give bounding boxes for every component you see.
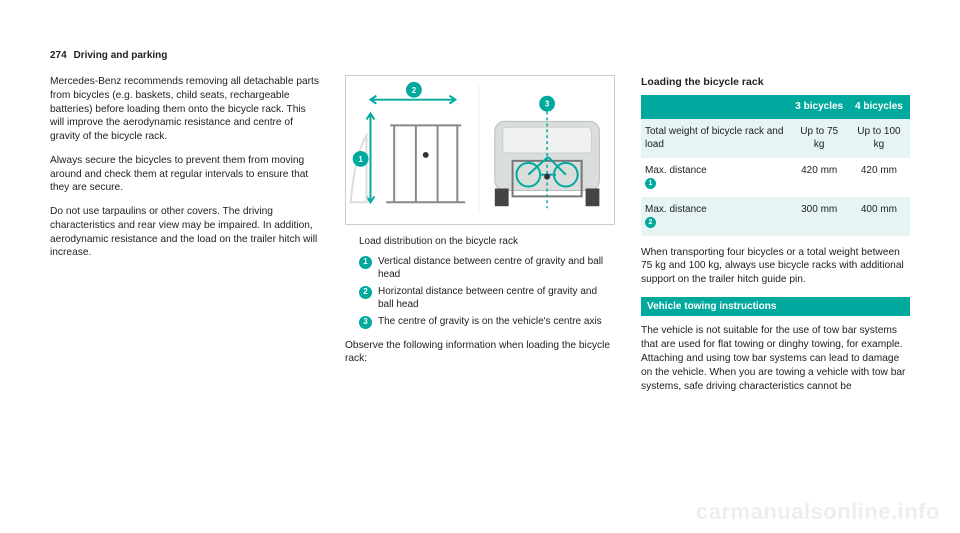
section-bar-towing: Vehicle towing instructions (641, 297, 910, 317)
page-number: 274 (50, 50, 67, 61)
table-row: Max. distance 2 300 mm 400 mm (641, 197, 910, 236)
para: When transporting four bicycles or a tot… (641, 246, 910, 287)
cell: Up to 75 kg (791, 119, 848, 158)
badge-1-icon: 1 (359, 256, 372, 269)
legend-item: 2 Horizontal distance between centre of … (359, 285, 615, 311)
table-row: Max. distance 1 420 mm 420 mm (641, 158, 910, 197)
svg-text:1: 1 (358, 155, 363, 164)
cell: 400 mm (848, 197, 910, 236)
badge-2-icon: 2 (359, 286, 372, 299)
cell-label: Total weight of bicycle rack and load (641, 119, 791, 158)
page-header: 274 Driving and parking (50, 50, 910, 61)
column-2: 1 2 3 Load distribution on the bicycle r… (345, 75, 615, 403)
section-title: Driving and parking (73, 50, 167, 61)
diagram-svg: 1 2 3 (346, 76, 614, 224)
th-blank (641, 95, 791, 119)
content-columns: Mercedes-Benz recommends removing all de… (50, 75, 910, 403)
legend-text: Horizontal distance between centre of gr… (378, 285, 615, 311)
column-1: Mercedes-Benz recommends removing all de… (50, 75, 319, 403)
para: Always secure the bicycles to prevent th… (50, 154, 319, 195)
cell: Up to 100 kg (848, 119, 910, 158)
diagram-legend: 1 Vertical distance between centre of gr… (359, 255, 615, 329)
legend-item: 3 The centre of gravity is on the vehicl… (359, 315, 615, 329)
table-row: Total weight of bicycle rack and load Up… (641, 119, 910, 158)
svg-text:2: 2 (412, 86, 417, 95)
th-3bikes: 3 bicycles (791, 95, 848, 119)
badge-1-icon: 1 (645, 178, 656, 189)
cell-label: Max. distance 1 (641, 158, 791, 197)
watermark-text: carmanualsonline.info (696, 499, 940, 525)
manual-page: 274 Driving and parking Mercedes-Benz re… (0, 0, 960, 533)
legend-text: Vertical distance between centre of grav… (378, 255, 615, 281)
table-heading: Loading the bicycle rack (641, 75, 910, 89)
badge-3-icon: 3 (359, 316, 372, 329)
table-header-row: 3 bicycles 4 bicycles (641, 95, 910, 119)
diagram-caption: Load distribution on the bicycle rack (359, 235, 615, 249)
badge-2-icon: 2 (645, 217, 656, 228)
cell: 420 mm (791, 158, 848, 197)
para: Mercedes-Benz recommends removing all de… (50, 75, 319, 144)
para: Do not use tarpaulins or other covers. T… (50, 205, 319, 260)
cell: 420 mm (848, 158, 910, 197)
column-3: Loading the bicycle rack 3 bicycles 4 bi… (641, 75, 910, 403)
legend-text: The centre of gravity is on the vehicle'… (378, 315, 602, 328)
para: Observe the following information when l… (345, 339, 615, 367)
cell: 300 mm (791, 197, 848, 236)
legend-item: 1 Vertical distance between centre of gr… (359, 255, 615, 281)
cell-label: Max. distance 2 (641, 197, 791, 236)
th-4bikes: 4 bicycles (848, 95, 910, 119)
load-table: 3 bicycles 4 bicycles Total weight of bi… (641, 95, 910, 236)
para: The vehicle is not suitable for the use … (641, 324, 910, 393)
svg-text:3: 3 (545, 100, 550, 109)
bicycle-rack-diagram: 1 2 3 (345, 75, 615, 225)
